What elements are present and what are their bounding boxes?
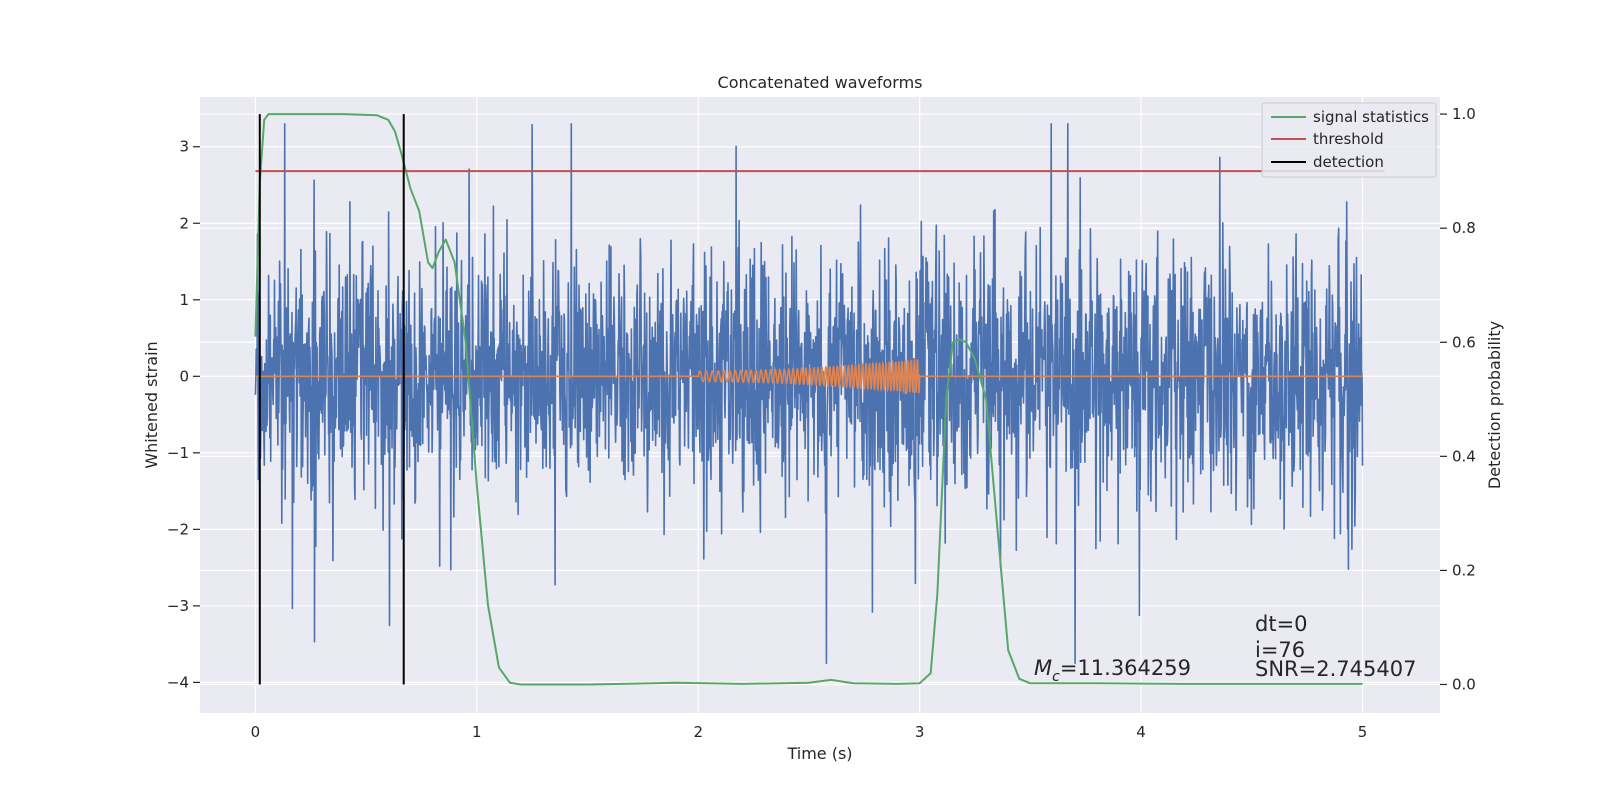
y-tick-label-2: −2 [167,520,189,538]
template-trace [255,357,1363,395]
legend-label-detection: detection [1313,153,1384,171]
right-tick-label-1: 0.2 [1452,561,1476,579]
right-tick-label-2: 0.4 [1452,447,1476,465]
annotation-snr: SNR=2.745407 [1255,657,1416,681]
y-tick-label-3: −1 [167,444,189,462]
x-tick-label-2: 2 [693,723,703,741]
annotation-dt: dt=0 [1255,612,1308,636]
x-axis-ticks: 0 1 2 3 4 5 [251,723,1368,741]
legend-label-signal-statistics: signal statistics [1313,108,1429,126]
right-tick-label-5: 1.0 [1452,105,1476,123]
annotation-i: i=76 [1255,638,1305,662]
noise-series [254,123,1364,665]
y-tick-label-6: 2 [179,214,189,232]
y-axis-label: Whitened strain [142,341,161,468]
right-tick-label-4: 0.8 [1452,219,1476,237]
signal-statistics-series [254,113,1363,686]
right-tick-label-0: 0.0 [1452,675,1476,693]
annotation-mc-subscript: c [1052,669,1060,685]
annotation-chirp-mass: Mc=11.364259 [1034,656,1191,685]
x-axis-label: Time (s) [786,744,852,763]
x-tick-label-3: 3 [915,723,925,741]
right-axis-ticks: 0.0 0.2 0.4 0.6 0.8 1.0 [1440,105,1476,693]
x-tick-label-4: 4 [1136,723,1146,741]
y-tick-label-5: 1 [179,291,189,309]
y-tick-label-4: 0 [179,367,189,385]
detection-series [258,114,405,685]
right-tick-label-3: 0.6 [1452,333,1476,351]
annotation-mc-value: =11.364259 [1060,656,1191,680]
chart-title: Concatenated waveforms [718,73,923,92]
right-axis-label: Detection probability [1485,321,1504,489]
y-tick-label-1: −3 [167,597,189,615]
y-axis-ticks: −4 −3 −2 −1 0 1 2 3 [167,138,200,691]
noise-trace [254,123,1364,665]
x-tick-label-0: 0 [251,723,261,741]
annotation-mc-symbol: M [1034,656,1052,680]
legend-label-threshold: threshold [1313,130,1384,148]
signal-statistics-line [254,113,1363,686]
y-tick-label-7: 3 [179,138,189,156]
legend: signal statistics threshold detection [1261,102,1437,178]
x-tick-label-1: 1 [472,723,482,741]
legend-box [1261,102,1437,178]
x-tick-label-5: 5 [1358,723,1368,741]
template-series [255,357,1363,395]
y-tick-label-0: −4 [167,673,189,691]
